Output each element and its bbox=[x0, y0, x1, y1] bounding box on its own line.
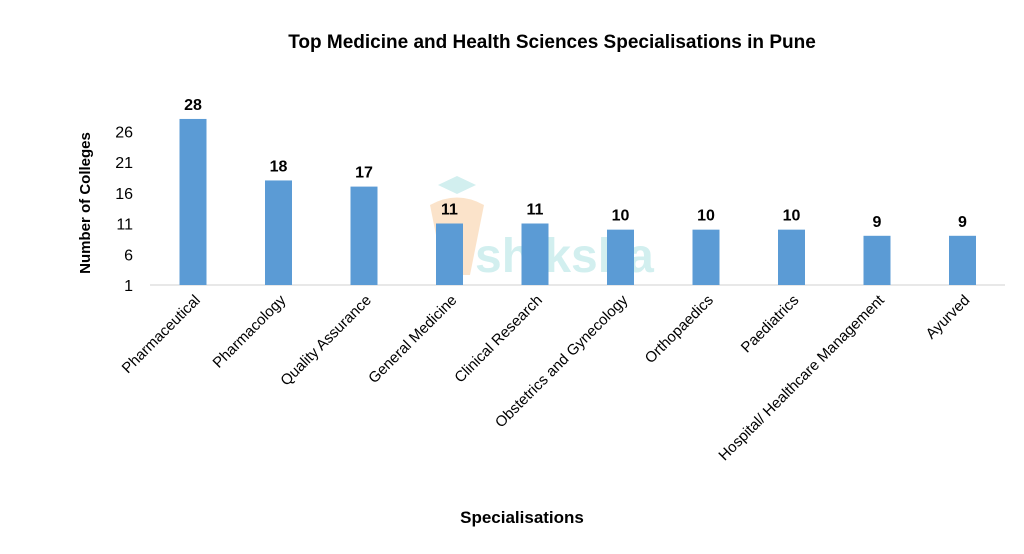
data-label: 28 bbox=[184, 97, 202, 114]
data-label: 10 bbox=[697, 208, 715, 225]
y-axis-label: Number of Colleges bbox=[77, 132, 94, 274]
y-tick-label: 21 bbox=[115, 155, 133, 172]
bar bbox=[265, 180, 292, 285]
bar bbox=[436, 223, 463, 285]
data-label: 9 bbox=[958, 214, 967, 231]
y-tick-label: 16 bbox=[115, 186, 133, 203]
data-label: 17 bbox=[355, 165, 373, 182]
bar bbox=[778, 229, 805, 285]
data-label: 10 bbox=[783, 208, 801, 225]
bar bbox=[863, 235, 891, 285]
y-tick-label: 26 bbox=[115, 124, 133, 141]
x-axis-label: Specialisations bbox=[460, 508, 584, 527]
y-tick-label: 6 bbox=[124, 247, 133, 264]
x-tick-label: Clinical Research bbox=[451, 292, 546, 387]
data-label: 11 bbox=[441, 202, 458, 219]
x-tick-label: Quality Assurance bbox=[277, 292, 375, 390]
x-tick-label: Paediatrics bbox=[738, 292, 802, 356]
x-tick-label: Orthopaedics bbox=[642, 292, 717, 367]
x-tick-label: Pharmacology bbox=[210, 291, 290, 371]
bar bbox=[179, 118, 207, 285]
x-tick-label: Ayurved bbox=[923, 292, 974, 343]
mortarboard-icon bbox=[438, 176, 476, 194]
y-tick-label: 1 bbox=[124, 278, 133, 295]
bar bbox=[607, 229, 634, 285]
x-tick-label: General Medicine bbox=[365, 292, 460, 387]
y-tick-label: 11 bbox=[116, 217, 133, 234]
data-label: 10 bbox=[612, 208, 630, 225]
bar bbox=[521, 223, 549, 285]
chart-title: Top Medicine and Health Sciences Special… bbox=[288, 32, 816, 53]
data-label: 11 bbox=[527, 202, 544, 219]
x-tick-label: Hospital/ Healthcare Management bbox=[715, 291, 888, 464]
x-tick-label: Pharmaceutical bbox=[119, 292, 204, 377]
data-label: 18 bbox=[270, 158, 288, 175]
data-label: 9 bbox=[873, 214, 882, 231]
bar bbox=[692, 229, 720, 285]
bar bbox=[949, 235, 976, 285]
bar bbox=[350, 186, 378, 285]
